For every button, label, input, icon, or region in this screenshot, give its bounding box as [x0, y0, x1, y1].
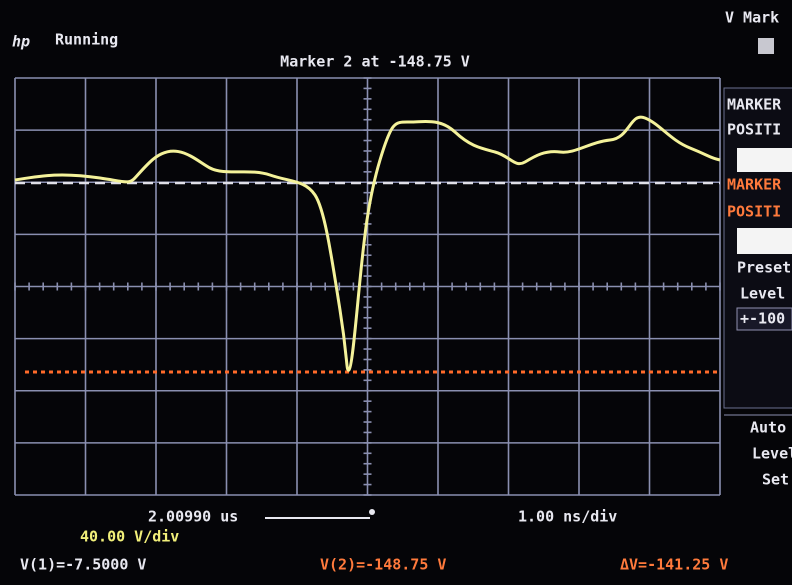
softkey-label[interactable]: Auto [750, 419, 786, 437]
softkey-label[interactable]: Preset [737, 259, 791, 277]
softkey-label[interactable]: Level [740, 285, 785, 303]
delay-marker [369, 509, 375, 515]
softkey-label[interactable]: POSITI [727, 203, 781, 221]
scope-screen: hp Running Marker 2 at -148.75 V V Mark … [0, 0, 792, 585]
logo: hp [12, 33, 30, 51]
softkey-label[interactable]: MARKER [727, 96, 782, 114]
delay: 2.00990 us [148, 508, 238, 526]
softkey-label[interactable]: POSITI [727, 121, 781, 139]
input-box[interactable] [737, 148, 792, 172]
input-box[interactable] [737, 228, 792, 254]
volts-per-div: 40.00 V/div [80, 528, 179, 546]
checkbox[interactable] [758, 38, 774, 54]
title: Marker 2 at -148.75 V [280, 53, 470, 71]
softkey-label[interactable]: MARKER [727, 176, 782, 194]
background [0, 0, 792, 585]
softkey-label[interactable]: Set [762, 471, 789, 489]
timebase: 1.00 ns/div [518, 508, 617, 526]
v1-readout: V(1)=-7.5000 V [20, 556, 146, 574]
status: Running [55, 31, 118, 49]
corner-label: V Mark [725, 9, 779, 27]
v2-readout: V(2)=-148.75 V [320, 556, 446, 574]
softkey-label[interactable]: Level [752, 445, 792, 463]
preset-value: +-100 [740, 310, 785, 328]
delta-readout: ΔV=-141.25 V [620, 556, 728, 574]
